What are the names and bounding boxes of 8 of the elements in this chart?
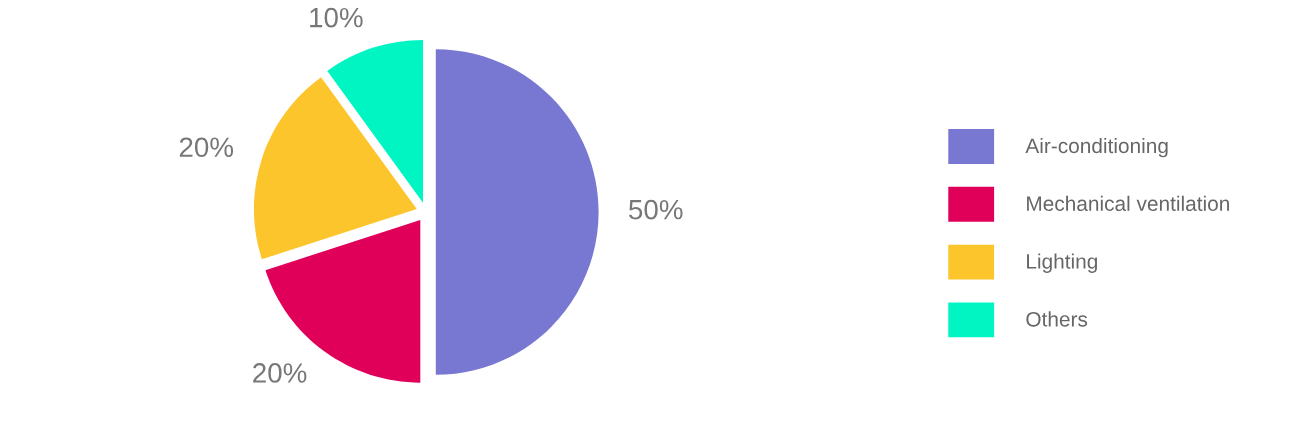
data-label: 50% bbox=[629, 199, 683, 220]
data-label: 20% bbox=[253, 363, 307, 383]
legend-label: Air-conditioning bbox=[1025, 137, 1168, 158]
data-label: 20% bbox=[179, 137, 234, 158]
legend-label: Others bbox=[1026, 311, 1088, 327]
legend-label: Lighting bbox=[1027, 253, 1097, 273]
data-label: 10% bbox=[310, 7, 363, 28]
legend-label: Mechanical ventilation bbox=[1027, 195, 1229, 212]
